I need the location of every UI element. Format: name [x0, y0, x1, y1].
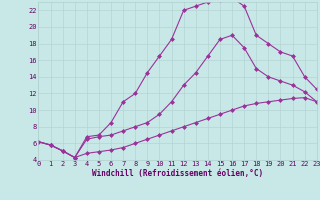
X-axis label: Windchill (Refroidissement éolien,°C): Windchill (Refroidissement éolien,°C): [92, 169, 263, 178]
